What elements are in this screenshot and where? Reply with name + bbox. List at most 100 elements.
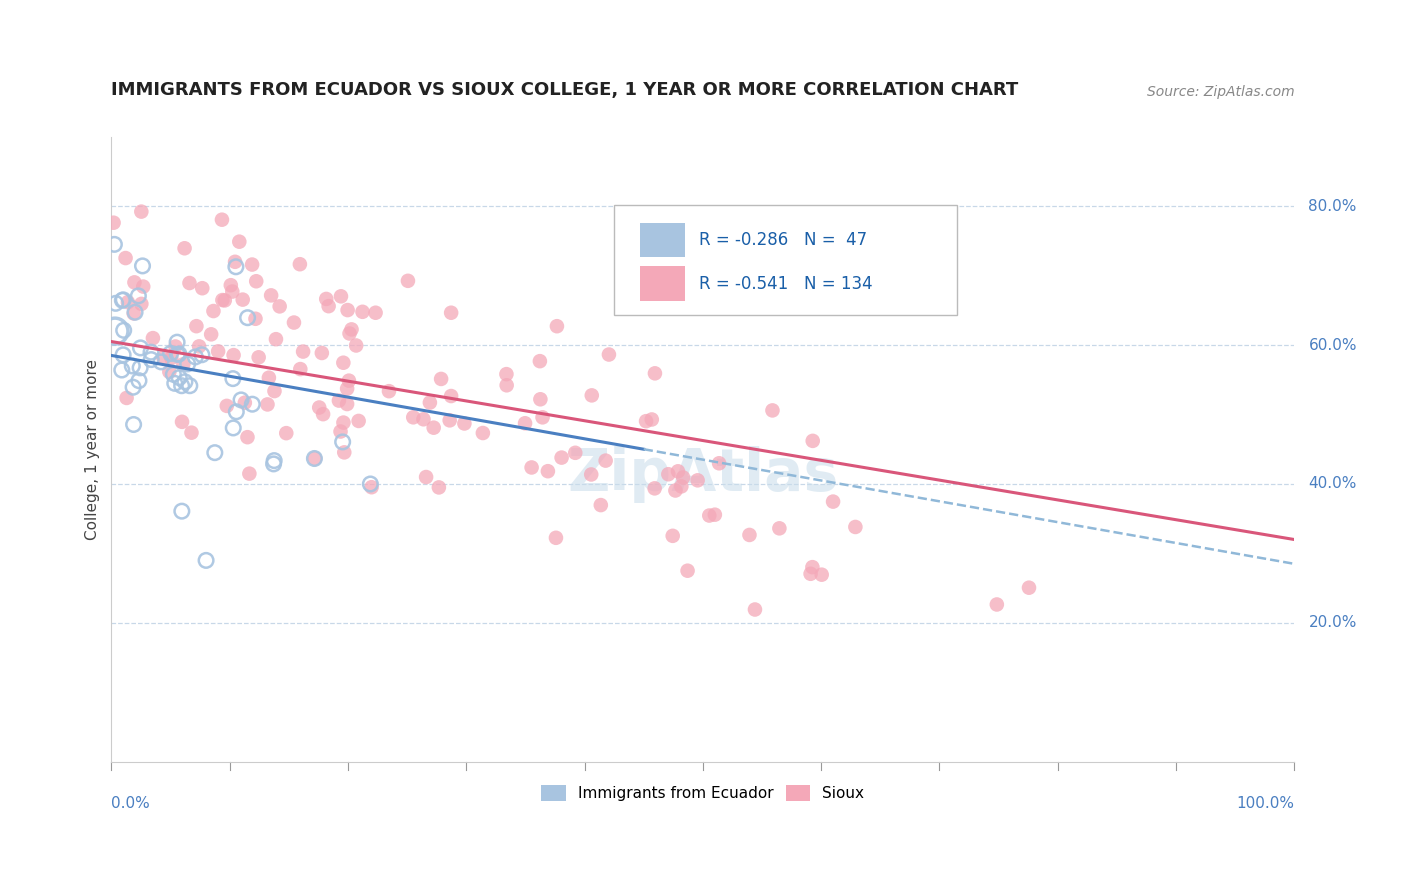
Point	[166, 347, 188, 361]
Point	[292, 344, 315, 359]
Point	[247, 351, 270, 365]
Point	[202, 304, 225, 318]
Text: Source: ZipAtlas.com: Source: ZipAtlas.com	[1147, 85, 1295, 99]
Point	[141, 352, 163, 367]
Point	[179, 378, 201, 392]
Point	[128, 374, 150, 388]
Point	[844, 520, 866, 534]
Point	[214, 293, 236, 308]
Point	[810, 567, 832, 582]
Point	[225, 405, 247, 419]
Point	[661, 529, 683, 543]
Point	[537, 464, 560, 478]
Point	[636, 414, 658, 428]
Point	[332, 434, 354, 449]
Point	[336, 397, 359, 411]
Point	[238, 467, 260, 481]
Point	[122, 417, 145, 432]
Point	[180, 425, 202, 440]
Point	[165, 339, 187, 353]
Point	[225, 260, 247, 274]
Point	[471, 425, 494, 440]
Point	[986, 598, 1008, 612]
Point	[360, 480, 382, 494]
Point	[276, 426, 298, 441]
Point	[332, 416, 354, 430]
Text: IMMIGRANTS FROM ECUADOR VS SIOUX COLLEGE, 1 YEAR OR MORE CORRELATION CHART: IMMIGRANTS FROM ECUADOR VS SIOUX COLLEGE…	[111, 81, 1019, 99]
Bar	[640, 267, 685, 301]
Bar	[640, 223, 685, 257]
Point	[315, 292, 337, 306]
Point	[174, 375, 197, 389]
Point	[801, 434, 824, 448]
Point	[111, 293, 134, 308]
Point	[167, 370, 190, 384]
Point	[112, 348, 135, 362]
Point	[529, 354, 551, 368]
Point	[211, 212, 233, 227]
Point	[233, 395, 256, 409]
Point	[236, 430, 259, 444]
Point	[162, 368, 184, 382]
Point	[150, 355, 173, 369]
Point	[186, 319, 208, 334]
Point	[330, 289, 353, 303]
Point	[761, 403, 783, 417]
Point	[589, 498, 612, 512]
Text: 100.0%: 100.0%	[1236, 797, 1295, 811]
Point	[157, 365, 180, 379]
Point	[364, 306, 387, 320]
Point	[359, 477, 381, 491]
Point	[415, 470, 437, 484]
Text: 40.0%: 40.0%	[1309, 476, 1357, 491]
Point	[256, 397, 278, 411]
Point	[112, 323, 135, 337]
Point	[260, 288, 283, 302]
Point	[336, 303, 359, 318]
Point	[744, 602, 766, 616]
Point	[115, 391, 138, 405]
Point	[103, 237, 125, 252]
Point	[664, 483, 686, 498]
Point	[339, 326, 361, 341]
Point	[768, 521, 790, 535]
Point	[352, 305, 374, 319]
Point	[336, 382, 359, 396]
Point	[112, 293, 135, 307]
Point	[440, 389, 463, 403]
Point	[453, 417, 475, 431]
Point	[222, 348, 245, 362]
Point	[269, 299, 291, 313]
Point	[439, 413, 461, 427]
Text: 80.0%: 80.0%	[1309, 199, 1357, 213]
Point	[103, 216, 125, 230]
Point	[211, 293, 233, 307]
Point	[550, 450, 572, 465]
Point	[104, 324, 127, 338]
Point	[495, 367, 517, 381]
Point	[131, 297, 153, 311]
Point	[513, 417, 536, 431]
Point	[204, 445, 226, 459]
Point	[111, 363, 134, 377]
Point	[257, 370, 280, 384]
Point	[114, 251, 136, 265]
Point	[707, 456, 730, 470]
Point	[422, 420, 444, 434]
Point	[263, 457, 285, 471]
Point	[800, 566, 823, 581]
Point	[224, 255, 246, 269]
Point	[283, 316, 305, 330]
Point	[121, 359, 143, 373]
Point	[328, 393, 350, 408]
Point	[402, 410, 425, 425]
Point	[318, 299, 340, 313]
Text: ZipAtlas: ZipAtlas	[567, 446, 838, 503]
Point	[671, 479, 693, 493]
Point	[104, 296, 127, 310]
Point	[170, 504, 193, 518]
Point	[263, 384, 285, 398]
Point	[236, 310, 259, 325]
Point	[347, 414, 370, 428]
Point	[170, 378, 193, 392]
